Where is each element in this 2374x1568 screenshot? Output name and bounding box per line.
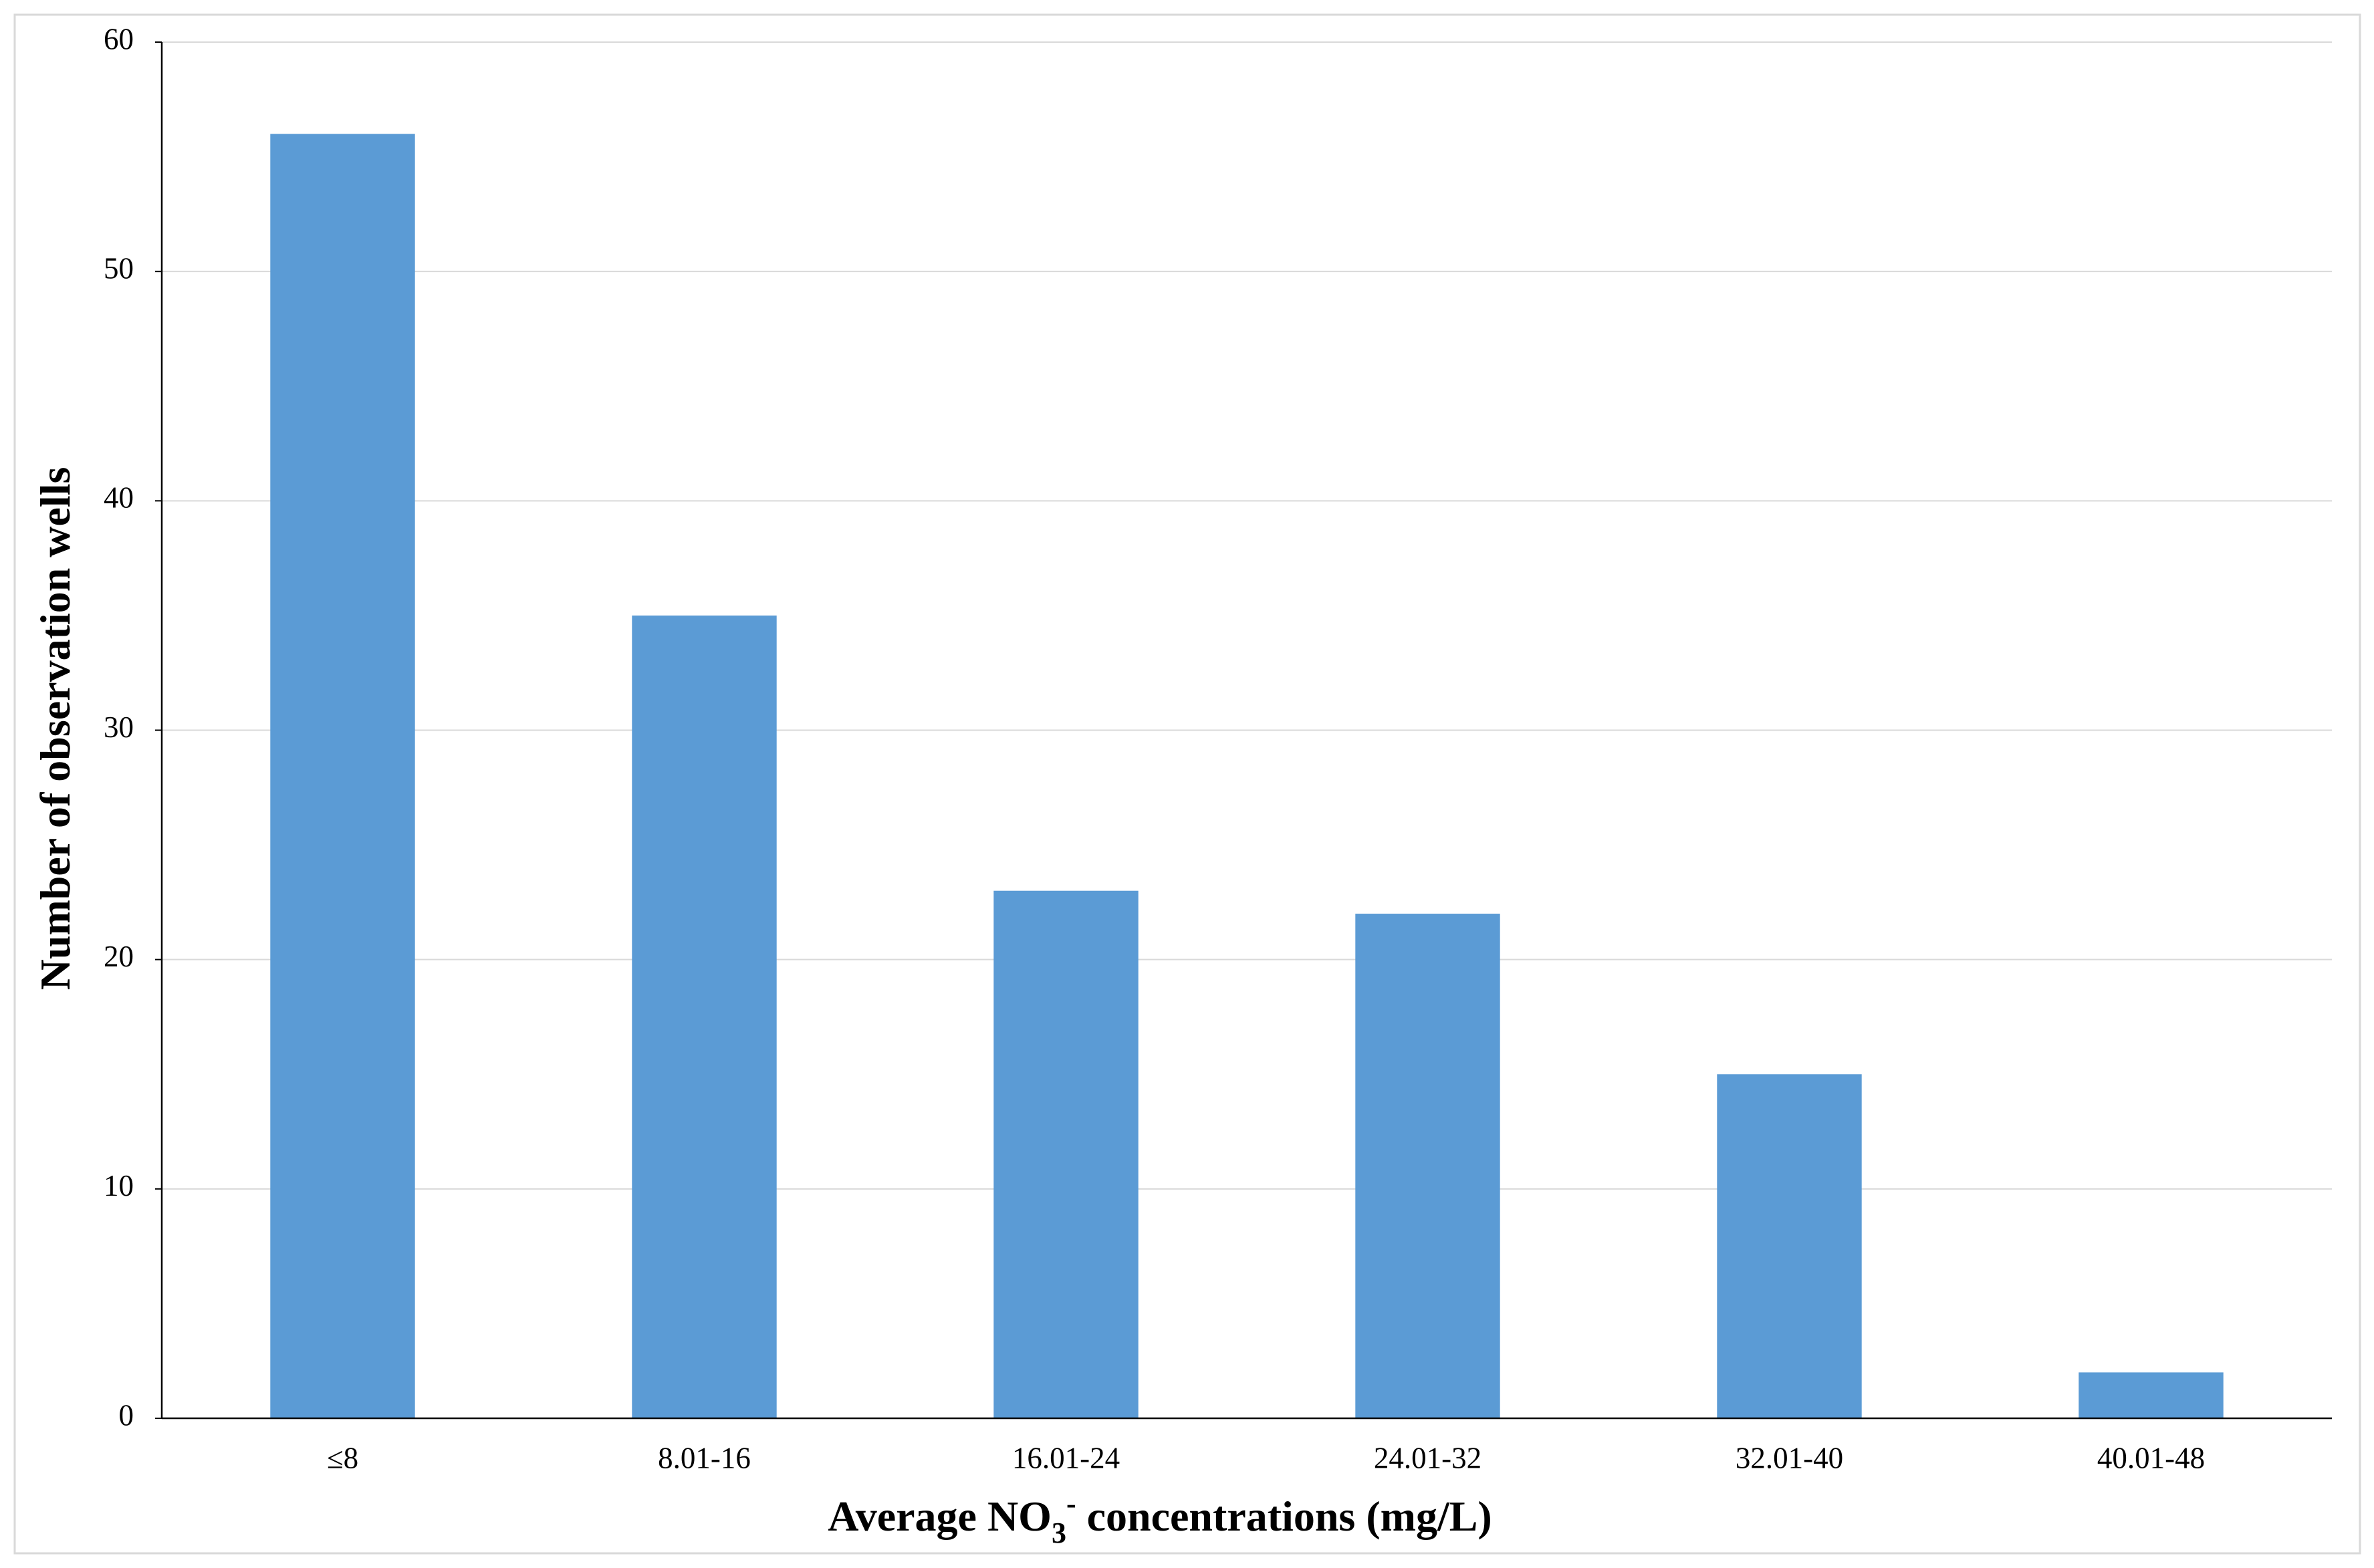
y-tick-label: 60 — [104, 22, 134, 55]
x-axis-title-superscript: - — [1066, 1487, 1076, 1520]
x-tick-label: 32.01-40 — [1736, 1441, 1843, 1474]
y-tick-label: 20 — [104, 940, 134, 973]
x-tick-label: 40.01-48 — [2097, 1441, 2205, 1474]
y-tick-label: 30 — [104, 710, 134, 744]
x-axis-title-part: concentrations (mg/L) — [1076, 1492, 1492, 1540]
bar — [632, 615, 777, 1418]
x-axis-title: Average NO3- concentrations (mg/L) — [828, 1487, 1492, 1549]
y-tick-label: 0 — [119, 1398, 134, 1432]
bar — [1717, 1074, 1862, 1418]
y-axis-title: Number of observation wells — [31, 467, 79, 991]
x-tick-label: 24.01-32 — [1374, 1441, 1481, 1474]
y-tick-label: 50 — [104, 251, 134, 285]
x-tick-label: ≤8 — [327, 1441, 358, 1474]
x-axis-title-subscript: 3 — [1052, 1517, 1066, 1549]
x-tick-label: 8.01-16 — [658, 1441, 751, 1474]
y-tick-label: 40 — [104, 481, 134, 515]
x-axis-title-part: Average NO — [828, 1492, 1052, 1540]
bar — [993, 890, 1139, 1418]
x-tick-label: 16.01-24 — [1012, 1441, 1120, 1474]
bar — [270, 134, 415, 1419]
y-tick-label: 10 — [104, 1169, 134, 1202]
bar — [2079, 1372, 2224, 1418]
bar — [1355, 914, 1500, 1418]
